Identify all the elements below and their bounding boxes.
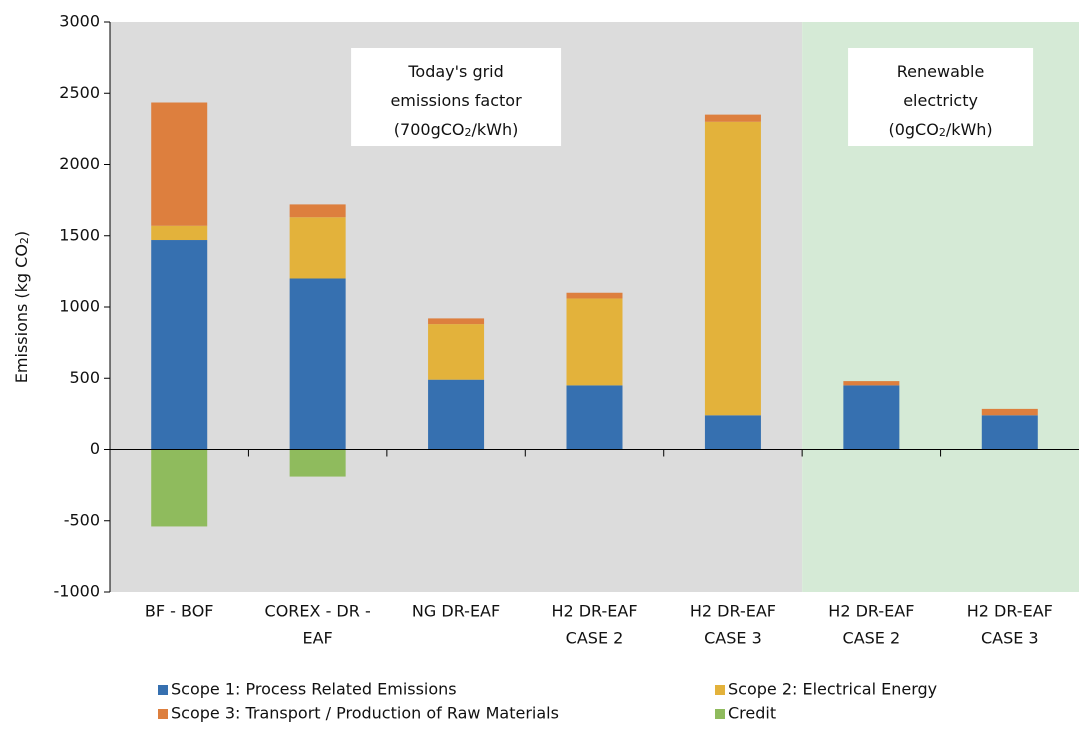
bar-segment bbox=[151, 102, 208, 226]
bar-segment bbox=[289, 278, 346, 450]
y-tick-label: 1000 bbox=[59, 297, 100, 316]
y-axis-label-part: Emissions (kg CO bbox=[12, 244, 31, 383]
bar-segment bbox=[289, 217, 346, 279]
bar-segment bbox=[566, 298, 623, 386]
x-tick-label: EAF bbox=[303, 629, 333, 648]
y-tick-label: -500 bbox=[64, 510, 100, 529]
legend-label: Scope 2: Electrical Energy bbox=[728, 680, 937, 699]
bar-segment bbox=[428, 379, 485, 450]
legend-swatch bbox=[158, 685, 168, 695]
legend-swatch bbox=[158, 709, 168, 719]
region-label-box bbox=[848, 48, 1034, 146]
bar-segment bbox=[151, 240, 208, 450]
bar-segment bbox=[704, 121, 761, 416]
region-label: (700gCO2/kWh) bbox=[394, 120, 519, 140]
x-tick-label: H2 DR-EAF bbox=[828, 602, 914, 621]
region-label-part: 2 bbox=[464, 126, 471, 139]
y-tick-label: 2500 bbox=[59, 83, 100, 102]
region-label: emissions factor bbox=[390, 91, 522, 110]
bar-segment bbox=[428, 318, 485, 325]
bar-segment bbox=[289, 204, 346, 218]
bar-segment bbox=[151, 225, 208, 241]
x-tick-label: CASE 2 bbox=[566, 629, 624, 648]
y-tick-label: 3000 bbox=[59, 12, 100, 31]
bar-segment bbox=[566, 292, 623, 299]
region-label: electricty bbox=[903, 91, 978, 110]
legend-swatch bbox=[715, 709, 725, 719]
bar-segment bbox=[428, 324, 485, 380]
y-axis-label-part: 2 bbox=[18, 237, 31, 244]
region-label-part: emissions factor bbox=[390, 91, 522, 110]
bar-segment bbox=[151, 449, 208, 527]
region-label-part: /kWh) bbox=[471, 120, 518, 139]
region-label-part: Renewable bbox=[897, 62, 985, 81]
region-label-box bbox=[351, 48, 562, 146]
legend-label: Credit bbox=[728, 704, 776, 723]
y-axis-label: Emissions (kg CO2) bbox=[12, 231, 32, 383]
x-tick-label: H2 DR-EAF bbox=[690, 602, 776, 621]
region-label-part: (0gCO bbox=[888, 120, 938, 139]
x-tick-label: NG DR-EAF bbox=[412, 602, 500, 621]
y-tick-label: 2000 bbox=[59, 154, 100, 173]
y-axis-label-part: ) bbox=[12, 231, 31, 237]
region-label-part: (700gCO bbox=[394, 120, 465, 139]
y-tick-label: 1500 bbox=[59, 225, 100, 244]
bar-segment bbox=[843, 385, 900, 450]
bar-segment bbox=[704, 415, 761, 450]
x-tick-label: COREX - DR - bbox=[265, 602, 371, 621]
legend-label: Scope 3: Transport / Production of Raw M… bbox=[171, 704, 559, 723]
region-label: (0gCO2/kWh) bbox=[888, 120, 992, 140]
bar-segment bbox=[981, 415, 1038, 450]
region-label: Today's grid bbox=[407, 62, 503, 81]
region-label: Renewable bbox=[897, 62, 985, 81]
y-tick-label: 500 bbox=[69, 368, 100, 387]
region-label-part: /kWh) bbox=[946, 120, 993, 139]
region-label-part: Today's grid bbox=[407, 62, 503, 81]
x-tick-label: H2 DR-EAF bbox=[967, 602, 1053, 621]
y-tick-label: -1000 bbox=[54, 582, 101, 601]
bar-segment bbox=[981, 408, 1038, 416]
legend-label: Scope 1: Process Related Emissions bbox=[171, 680, 457, 699]
bar-segment bbox=[289, 449, 346, 477]
bar-segment bbox=[843, 381, 900, 386]
x-tick-label: CASE 3 bbox=[981, 629, 1039, 648]
y-tick-label: 0 bbox=[90, 439, 100, 458]
x-tick-label: CASE 2 bbox=[843, 629, 901, 648]
x-tick-label: H2 DR-EAF bbox=[551, 602, 637, 621]
x-tick-label: CASE 3 bbox=[704, 629, 762, 648]
bar-segment bbox=[566, 385, 623, 450]
region-label-part: 2 bbox=[939, 126, 946, 139]
bar-segment bbox=[704, 114, 761, 122]
legend-swatch bbox=[715, 685, 725, 695]
region-label-part: electricty bbox=[903, 91, 978, 110]
x-tick-label: BF - BOF bbox=[145, 602, 214, 621]
